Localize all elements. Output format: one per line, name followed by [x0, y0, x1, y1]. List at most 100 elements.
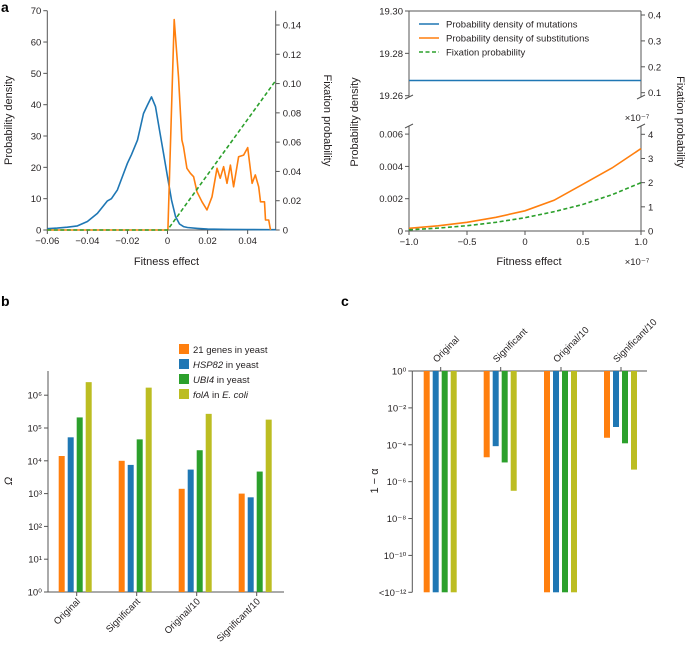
- bar: [613, 371, 619, 427]
- x-scale-label: ×10⁻⁷: [625, 257, 650, 268]
- y-tick-label: 10⁶: [28, 391, 43, 402]
- panel-label-c: c: [341, 293, 349, 309]
- y-tick-label: 19.28: [379, 49, 403, 60]
- bar: [562, 371, 568, 593]
- axis-frame: [46, 10, 277, 231]
- y-tick-label: 10⁻¹⁰: [384, 551, 407, 562]
- y-right-tick-label: 0.12: [283, 50, 302, 61]
- y-tick-label: 10²: [28, 522, 42, 533]
- y-right-tick-label: 0: [283, 226, 288, 237]
- x-axis-label: Fitness effect: [496, 256, 561, 268]
- y-right-tick-label: 0.3: [648, 36, 661, 47]
- y-tick-label: 10⁻⁴: [387, 440, 407, 451]
- x-tick-label: 0.5: [576, 237, 589, 248]
- y-tick-label: 10¹: [28, 555, 42, 566]
- legend-label: Probability density of mutations: [446, 20, 578, 31]
- bar: [544, 371, 550, 593]
- panel-a-right-chart: 19.26 19.28 19.30 0.1 0.2 0.3 0.4 0 0.002 0.004 0.…: [349, 7, 685, 269]
- lower-axis-frame: [408, 126, 642, 232]
- bar: [136, 439, 143, 592]
- series-fixation-probability: [408, 181, 642, 231]
- y-right-tick-label: 3: [648, 154, 653, 165]
- x-tick-label: −0.04: [75, 236, 99, 247]
- bar: [127, 464, 134, 592]
- bar: [501, 371, 508, 463]
- legend-label: UBI4 in yeast: [193, 375, 250, 386]
- x-tick-label: Original: [431, 334, 462, 365]
- y-right-tick-label: 0.02: [283, 196, 302, 207]
- y-tick-label: 30: [31, 132, 42, 143]
- panel-b-chart: 10⁰ 10¹ 10² 10³ 10⁴ 10⁵ 10⁶ Ω Original Significan…: [3, 344, 284, 644]
- x-tick-label: 0: [522, 237, 527, 248]
- bar: [423, 371, 430, 593]
- bar: [631, 371, 637, 470]
- y-tick-label: 10⁰: [392, 367, 407, 378]
- legend-swatch: [179, 389, 189, 399]
- bar: [238, 493, 245, 592]
- legend-label: 21 genes in yeast: [193, 345, 268, 356]
- y-right-axis-label: Fixation probability: [674, 76, 685, 168]
- x-tick-label: Significant/10: [215, 596, 263, 644]
- bar: [450, 371, 457, 593]
- y-axis-label: Ω: [3, 477, 15, 485]
- bar: [58, 456, 65, 592]
- y-right-tick-label: 1: [648, 202, 653, 213]
- y-right-tick-label: 0: [648, 227, 653, 238]
- x-tick-label: Significant: [491, 326, 530, 365]
- y-tick-label: 10³: [28, 489, 42, 500]
- y-right-scale-label: ×10⁻⁷: [625, 113, 650, 124]
- x-tick-label: −0.5: [458, 237, 477, 248]
- legend-label: Probability density of substitutions: [446, 34, 589, 45]
- legend-swatch: [179, 344, 189, 354]
- x-tick-label: −1.0: [400, 237, 419, 248]
- x-tick-label: 0.04: [238, 236, 257, 247]
- axis-break-mark: [636, 94, 646, 100]
- bar: [178, 488, 185, 592]
- bar: [205, 413, 212, 592]
- y-right-tick-label: 0.1: [648, 88, 661, 99]
- y-tick-label: 19.30: [379, 7, 403, 18]
- y-tick-label: 10⁻⁸: [387, 514, 407, 525]
- y-tick-label: <10⁻¹²: [379, 588, 406, 599]
- y-axis-label: Probability density: [349, 77, 361, 167]
- y-right-axis-label: Fixation probability: [321, 74, 333, 166]
- legend-label: HSP82 in yeast: [193, 360, 259, 371]
- y-tick-label: 40: [31, 100, 42, 111]
- x-tick-label: 1.0: [634, 237, 647, 248]
- y-right-tick-label: 0.4: [648, 11, 661, 22]
- x-tick-label: Original/10: [551, 325, 591, 365]
- axis-break-mark: [636, 123, 646, 129]
- bar: [247, 497, 254, 592]
- y-right-tick-label: 0.14: [283, 21, 302, 32]
- series-probability-density-of-substitutions: [408, 147, 642, 230]
- y-axis-label: Probability density: [3, 75, 15, 165]
- panel-a-left-chart: −0.06 −0.04 −0.02 0 0.02 0.04 0 10 20 30 40 50 60 70 0…: [3, 6, 333, 268]
- y-tick-label: 0.006: [379, 130, 403, 141]
- y-tick-label: 10⁴: [27, 456, 42, 467]
- series-probability-density-of-mutations: [47, 96, 276, 231]
- y-axis-label: 1 − α: [369, 468, 381, 494]
- bar: [432, 371, 439, 593]
- bar: [187, 469, 194, 592]
- y-right-tick-label: 0.2: [648, 62, 661, 73]
- y-tick-label: 0: [36, 226, 41, 237]
- bar: [118, 460, 125, 592]
- x-tick-label: Original: [52, 596, 83, 627]
- bar: [553, 371, 559, 593]
- bar: [265, 419, 272, 592]
- bar: [483, 371, 490, 458]
- y-right-tick-label: 2: [648, 178, 653, 189]
- x-tick-label: Significant/10: [611, 317, 659, 365]
- x-tick-label: −0.06: [35, 236, 59, 247]
- bar: [85, 382, 92, 592]
- y-tick-label: 60: [31, 38, 42, 49]
- y-tick-label: 0: [398, 227, 403, 238]
- panel-label-b: b: [1, 293, 10, 309]
- bar: [492, 371, 499, 447]
- bar: [67, 437, 74, 592]
- bar: [441, 371, 448, 593]
- bar: [571, 371, 577, 593]
- y-tick-label: 10⁻²: [388, 403, 407, 414]
- panel-label-a: a: [1, 0, 9, 15]
- x-tick-label: Original/10: [163, 596, 203, 636]
